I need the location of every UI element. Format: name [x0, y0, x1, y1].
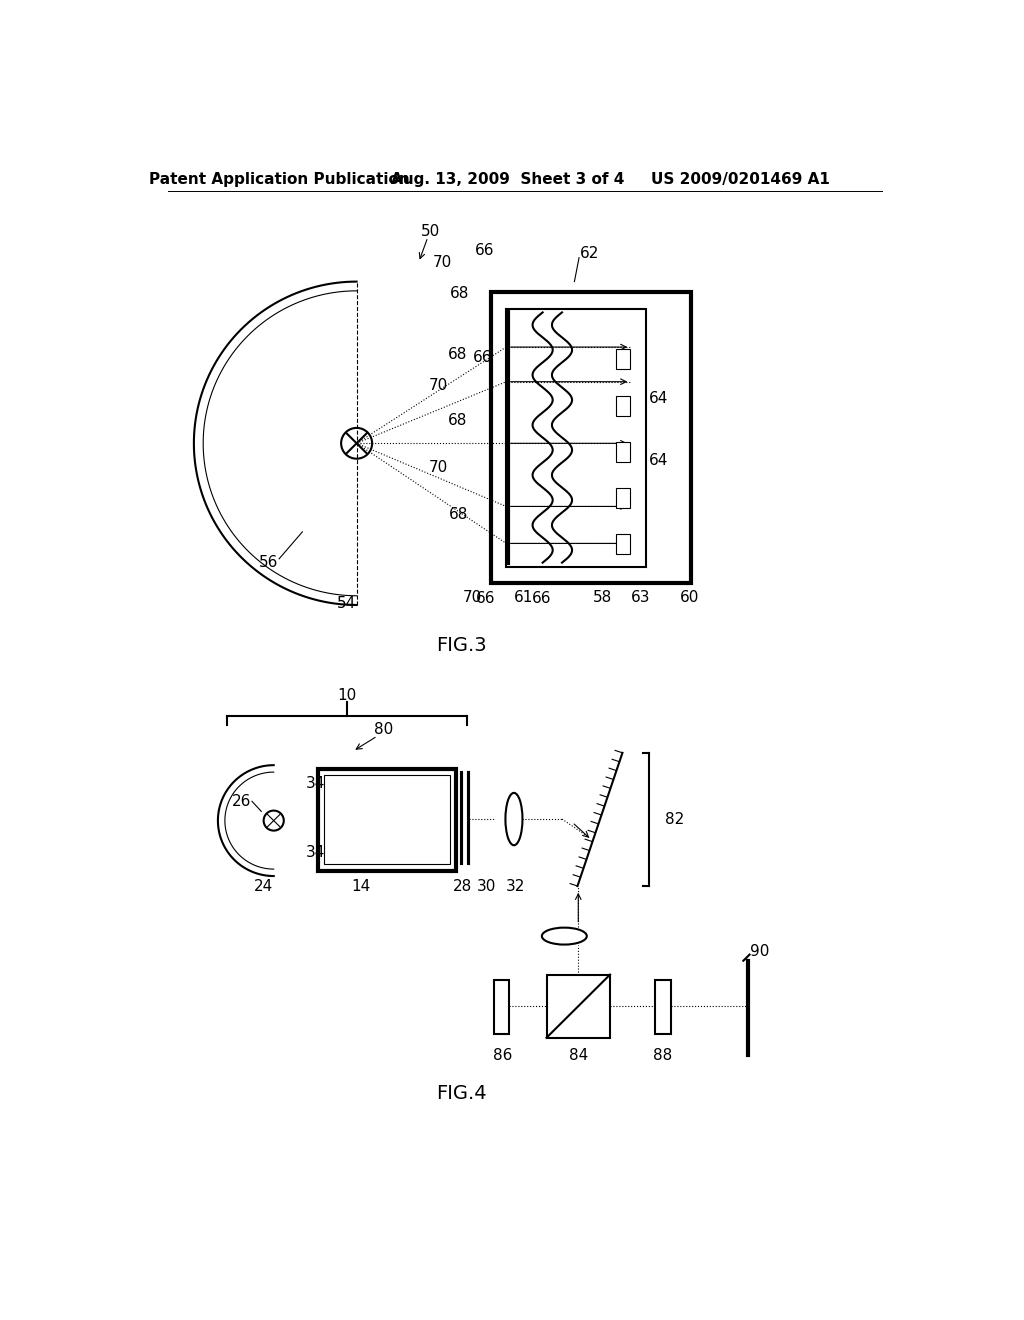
- Text: 10: 10: [338, 688, 357, 704]
- Text: 60: 60: [679, 590, 698, 605]
- Text: 70: 70: [463, 590, 482, 605]
- Text: 30: 30: [476, 879, 496, 895]
- Text: 68: 68: [447, 413, 467, 428]
- Bar: [616, 488, 630, 508]
- Bar: [506, 309, 646, 566]
- Text: 66: 66: [532, 591, 552, 606]
- Text: FIG.3: FIG.3: [436, 635, 486, 655]
- Text: 70: 70: [433, 255, 453, 269]
- Text: 24: 24: [254, 879, 273, 894]
- Text: 62: 62: [581, 246, 600, 260]
- Bar: [317, 770, 456, 871]
- Bar: [547, 974, 610, 1038]
- Text: 68: 68: [450, 285, 469, 301]
- Text: 68: 68: [447, 347, 467, 362]
- Bar: [616, 535, 630, 554]
- Text: US 2009/0201469 A1: US 2009/0201469 A1: [651, 173, 829, 187]
- Text: 34: 34: [306, 845, 326, 861]
- Ellipse shape: [506, 793, 522, 845]
- Text: FIG.4: FIG.4: [436, 1085, 486, 1104]
- Bar: [490, 293, 690, 583]
- Text: 58: 58: [593, 590, 612, 605]
- Text: 66: 66: [473, 350, 493, 364]
- Text: 54: 54: [337, 595, 356, 611]
- Text: Patent Application Publication: Patent Application Publication: [148, 173, 410, 187]
- Text: 64: 64: [649, 453, 669, 467]
- Text: 88: 88: [653, 1048, 673, 1063]
- Bar: [655, 979, 671, 1034]
- Text: 66: 66: [475, 243, 495, 259]
- Text: 80: 80: [374, 722, 393, 738]
- Bar: [324, 775, 450, 865]
- Text: 32: 32: [506, 879, 525, 895]
- Text: 84: 84: [568, 1048, 588, 1063]
- Text: 70: 70: [428, 378, 447, 393]
- Ellipse shape: [542, 928, 587, 945]
- Text: 82: 82: [665, 812, 684, 826]
- Text: 61: 61: [514, 590, 532, 605]
- Text: 56: 56: [259, 556, 279, 570]
- Text: Aug. 13, 2009  Sheet 3 of 4: Aug. 13, 2009 Sheet 3 of 4: [391, 173, 625, 187]
- Text: 26: 26: [231, 793, 251, 809]
- Text: 34: 34: [306, 776, 326, 791]
- Bar: [616, 396, 630, 416]
- Text: 64: 64: [649, 391, 669, 407]
- Text: 90: 90: [750, 944, 769, 960]
- Text: 28: 28: [454, 879, 472, 895]
- Text: 63: 63: [632, 590, 651, 605]
- Bar: [494, 979, 509, 1034]
- Text: 66: 66: [476, 591, 496, 606]
- Text: 68: 68: [449, 507, 468, 521]
- Text: 50: 50: [421, 224, 440, 239]
- Text: 14: 14: [351, 879, 370, 894]
- Bar: [616, 442, 630, 462]
- Bar: [616, 350, 630, 370]
- Text: 86: 86: [493, 1048, 512, 1063]
- Text: 70: 70: [428, 461, 447, 475]
